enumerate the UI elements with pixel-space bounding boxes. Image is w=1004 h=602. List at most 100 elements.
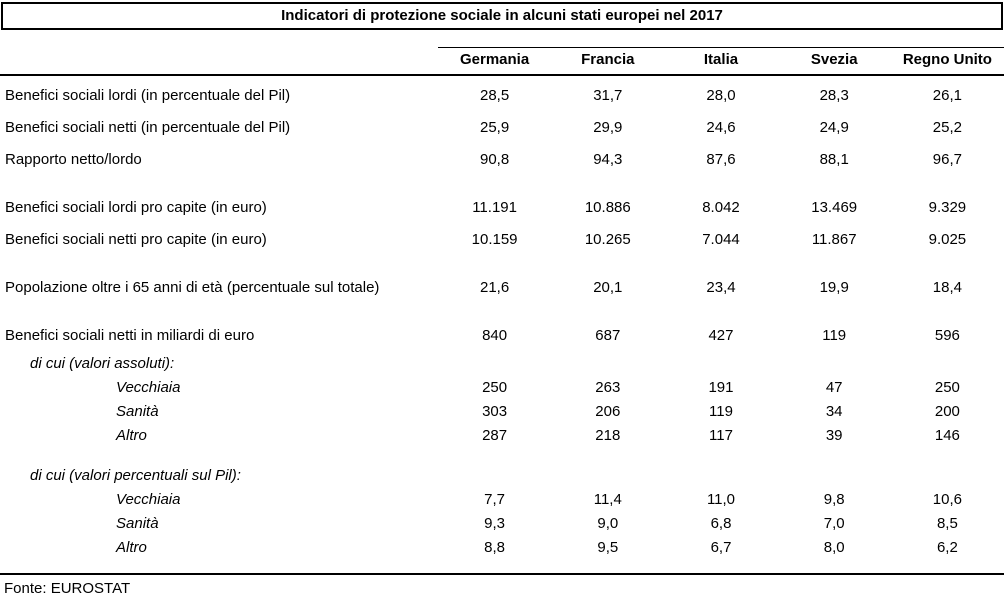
table-row: Popolazione oltre i 65 anni di età (perc… — [0, 271, 1004, 303]
source-note: Fonte: EUROSTAT — [4, 580, 131, 597]
value-cell: 26,1 — [932, 86, 962, 104]
value-cell: 11,0 — [706, 490, 736, 508]
row-label: Altro — [116, 538, 147, 556]
value-cell: 250 — [482, 378, 508, 396]
table-row: Benefici sociali netti (in percentuale d… — [0, 111, 1004, 143]
value-cell: 19,9 — [819, 278, 849, 296]
value-cell: 87,6 — [706, 150, 736, 168]
value-cell: 6,2 — [936, 538, 958, 556]
row-label-column-spacer — [0, 47, 438, 74]
value-cell: 7.044 — [702, 230, 740, 248]
value-cell: 9.025 — [928, 230, 967, 248]
value-cell: 11,4 — [593, 490, 622, 508]
column-header-row: Germania Francia Italia Svezia Regno Unito — [0, 47, 1004, 74]
value-cell: 11.867 — [811, 230, 857, 248]
table-row: Altro 287 218 117 39 146 — [0, 423, 1004, 447]
table-row: Sanità 9,3 9,0 6,8 7,0 8,5 — [0, 511, 1004, 535]
value-cell: 9,0 — [597, 514, 619, 532]
row-label: Rapporto netto/lordo — [5, 150, 142, 168]
table-row: Benefici sociali lordi (in percentuale d… — [0, 79, 1004, 111]
value-cell: 29,9 — [593, 118, 623, 136]
value-cell: 146 — [934, 426, 960, 444]
header-divider — [0, 74, 1004, 76]
value-cell: 13.469 — [811, 198, 858, 216]
value-cell: 23,4 — [706, 278, 736, 296]
row-label: di cui (valori percentuali sul Pil): — [30, 466, 241, 484]
value-cell: 6,8 — [710, 514, 732, 532]
value-cell: 96,7 — [932, 150, 962, 168]
column-header: Svezia — [810, 51, 858, 68]
value-cell: 11.191 — [472, 198, 517, 216]
table-row: Altro 8,8 9,5 6,7 8,0 6,2 — [0, 535, 1004, 559]
value-cell: 10.886 — [584, 198, 631, 216]
value-cell: 218 — [595, 426, 621, 444]
value-cell: 7,7 — [484, 490, 506, 508]
value-cell: 10,6 — [932, 490, 962, 508]
row-label: Sanità — [116, 402, 159, 420]
column-header: Regno Unito — [902, 51, 992, 68]
value-cell: 39 — [825, 426, 843, 444]
value-cell: 206 — [595, 402, 621, 420]
value-cell: 596 — [934, 326, 960, 344]
table-row: Benefici sociali lordi pro capite (in eu… — [0, 191, 1004, 223]
value-cell: 250 — [934, 378, 960, 396]
value-cell: 427 — [708, 326, 734, 344]
row-label: Vecchiaia — [116, 490, 181, 508]
value-cell: 8,5 — [936, 514, 958, 532]
row-label: di cui (valori assoluti): — [30, 354, 175, 372]
table-row: Benefici sociali netti pro capite (in eu… — [0, 223, 1004, 255]
value-cell: 840 — [482, 326, 508, 344]
footer-divider — [0, 573, 1004, 575]
row-label: Benefici sociali netti (in percentuale d… — [5, 118, 291, 136]
value-cell: 8.042 — [702, 198, 740, 216]
value-cell: 263 — [595, 378, 621, 396]
value-cell: 28,5 — [479, 86, 510, 104]
value-cell: 90,8 — [479, 150, 510, 168]
table-title-box: Indicatori di protezione sociale in alcu… — [1, 2, 1003, 30]
value-cell: 10.265 — [584, 230, 631, 248]
row-label: Benefici sociali netti pro capite (in eu… — [5, 230, 267, 248]
value-cell: 287 — [482, 426, 508, 444]
value-cell: 9,5 — [597, 538, 619, 556]
table-body: Benefici sociali lordi (in percentuale d… — [0, 76, 1004, 559]
row-label: Vecchiaia — [116, 378, 181, 396]
table-row: Vecchiaia 250 263 191 47 250 — [0, 375, 1004, 399]
value-cell: 117 — [709, 426, 733, 444]
value-cell: 28,0 — [706, 86, 736, 104]
value-cell: 94,3 — [593, 150, 623, 168]
value-cell: 9,8 — [823, 490, 845, 508]
row-label: Benefici sociali netti in miliardi di eu… — [5, 326, 255, 344]
value-cell: 119 — [822, 326, 847, 344]
value-cell: 21,6 — [479, 278, 510, 296]
column-header: Italia — [703, 51, 739, 68]
table-row: di cui (valori assoluti): — [0, 351, 1004, 375]
value-cell: 88,1 — [819, 150, 849, 168]
row-label: Popolazione oltre i 65 anni di età (perc… — [5, 278, 380, 296]
value-cell: 9.329 — [928, 198, 967, 216]
value-cell: 24,9 — [819, 118, 849, 136]
value-cell: 20,1 — [593, 278, 623, 296]
value-cell: 34 — [825, 402, 843, 420]
table-row: Sanità 303 206 119 34 200 — [0, 399, 1004, 423]
row-label: Altro — [116, 426, 147, 444]
value-cell: 28,3 — [819, 86, 849, 104]
value-cell: 9,3 — [484, 514, 506, 532]
table-row: di cui (valori percentuali sul Pil): — [0, 463, 1004, 487]
value-cell: 47 — [825, 378, 843, 396]
value-cell: 18,4 — [932, 278, 962, 296]
value-cell: 8,8 — [484, 538, 506, 556]
value-cell: 303 — [482, 402, 508, 420]
value-cell: 8,0 — [823, 538, 845, 556]
value-cell: 7,0 — [823, 514, 845, 532]
column-header: Germania — [459, 51, 530, 68]
value-cell: 31,7 — [593, 86, 623, 104]
table-title: Indicatori di protezione sociale in alcu… — [281, 7, 723, 24]
value-cell: 119 — [709, 402, 733, 420]
row-label: Benefici sociali lordi (in percentuale d… — [5, 86, 291, 104]
value-cell: 687 — [595, 326, 621, 344]
value-cell: 6,7 — [710, 538, 732, 556]
value-cell: 24,6 — [706, 118, 736, 136]
table-row: Vecchiaia 7,7 11,4 11,0 9,8 10,6 — [0, 487, 1004, 511]
table-row: Rapporto netto/lordo 90,8 94,3 87,6 88,1 96,7 — [0, 143, 1004, 175]
